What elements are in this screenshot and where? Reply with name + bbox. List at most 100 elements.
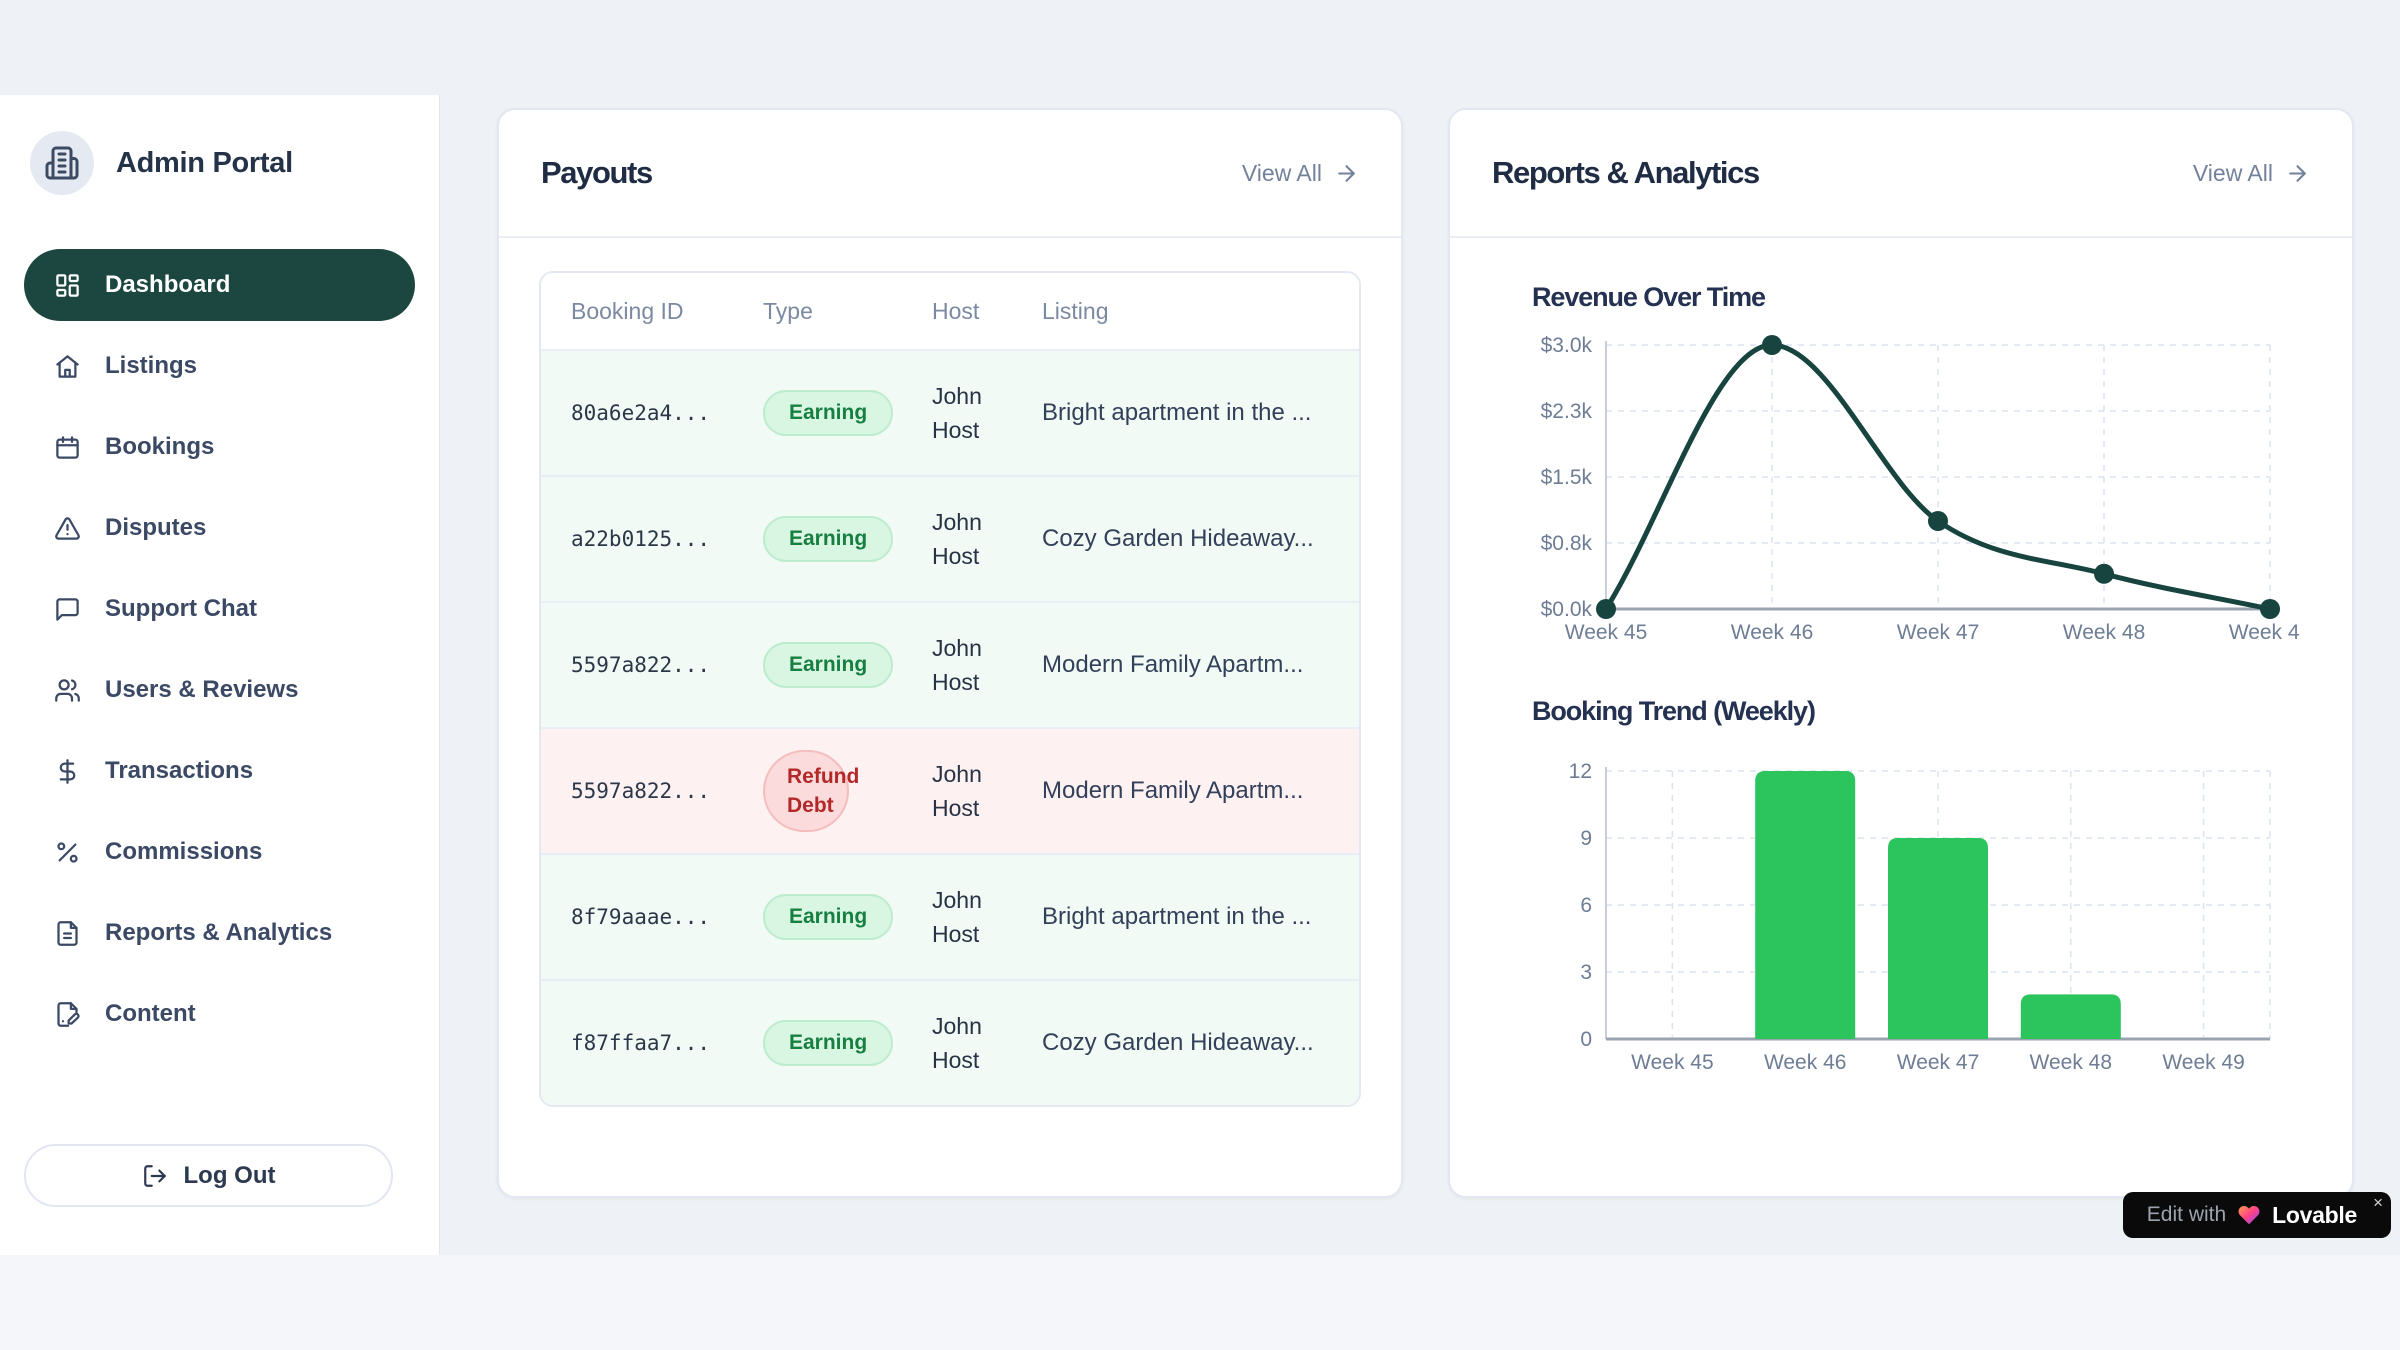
svg-text:Week 48: Week 48 — [2030, 1051, 2113, 1074]
host-cell: John Host — [932, 886, 982, 948]
reports-view-all-link[interactable]: View All — [2193, 160, 2310, 187]
svg-text:12: 12 — [1569, 760, 1592, 783]
reports-title: Reports & Analytics — [1492, 155, 1760, 190]
percent-icon — [57, 841, 78, 863]
close-icon[interactable]: × — [2373, 1193, 2383, 1212]
host-cell: John Host — [932, 1012, 982, 1074]
column-header-booking-id: Booking ID — [571, 297, 684, 324]
dollar-sign-icon — [59, 758, 76, 784]
type-badge: Earning — [763, 1020, 894, 1066]
booking-id-cell: 5597a822... — [571, 653, 711, 677]
payouts-card: Payouts View All Booking ID Type Host Li… — [497, 108, 1403, 1198]
sidebar-item-label: Content — [105, 1000, 196, 1027]
table-row[interactable]: f87ffaa7... Earning John Host Cozy Garde… — [541, 979, 1359, 1105]
svg-text:Week 46: Week 46 — [1731, 621, 1814, 644]
sidebar-item-transactions[interactable]: Transactions — [24, 735, 415, 807]
sidebar-item-commissions[interactable]: Commissions — [24, 816, 415, 888]
listing-cell: Modern Family Apartm... — [1042, 651, 1304, 678]
listing-cell: Bright apartment in the ... — [1042, 399, 1312, 426]
svg-text:9: 9 — [1580, 827, 1592, 850]
charts-block: Revenue Over Time $0.0k $0.8k $1.5k $2.3k $3… — [1510, 282, 2352, 1082]
svg-text:Week 49: Week 49 — [2229, 621, 2300, 644]
booking-trend-chart: 0 3 6 9 12 Week 45 Week 46 Week 47 Week 48 Week 4… — [1569, 760, 2271, 1074]
sidebar-item-support-chat[interactable]: Support Chat — [24, 573, 415, 645]
type-badge: Earning — [763, 894, 894, 940]
users-icon — [55, 678, 80, 702]
arrow-right-icon — [1338, 164, 1355, 182]
listing-cell: Modern Family Apartm... — [1042, 777, 1304, 804]
booking-id-cell: f87ffaa7... — [571, 1031, 711, 1055]
sidebar-item-dashboard[interactable]: Dashboard — [24, 249, 415, 321]
sidebar-item-label: Bookings — [105, 433, 215, 460]
payouts-card-header: Payouts View All — [499, 110, 1401, 238]
home-icon — [56, 354, 79, 378]
view-all-label: View All — [1241, 159, 1322, 186]
sidebar-item-label: Commissions — [105, 838, 263, 865]
svg-text:Week 48: Week 48 — [2063, 621, 2146, 644]
payouts-title: Payouts — [541, 155, 653, 190]
calendar-icon — [56, 435, 79, 459]
reports-card-header: Reports & Analytics View All — [1450, 110, 2352, 238]
table-header-row: Booking ID Type Host Listing — [541, 273, 1359, 349]
alert-triangle-icon — [55, 516, 80, 540]
sidebar-item-users-reviews[interactable]: Users & Reviews — [24, 654, 415, 726]
svg-text:$2.3k: $2.3k — [1541, 400, 1593, 423]
table-row[interactable]: a22b0125... Earning John Host Cozy Garde… — [541, 475, 1359, 601]
sidebar-item-reports-analytics[interactable]: Reports & Analytics — [24, 897, 415, 969]
svg-text:Week 45: Week 45 — [1565, 621, 1648, 644]
lovable-prefix-label: Edit with — [2146, 1203, 2227, 1226]
column-header-type: Type — [763, 297, 813, 324]
revenue-over-time-chart: $0.0k $0.8k $1.5k $2.3k $3.0k Week 45 Week 46 W… — [1541, 334, 2300, 644]
listing-cell: Cozy Garden Hideaway... — [1042, 1029, 1314, 1056]
sidebar-item-label: Users & Reviews — [105, 676, 299, 703]
sidebar-item-bookings[interactable]: Bookings — [24, 411, 415, 483]
svg-text:Week 45: Week 45 — [1631, 1051, 1714, 1074]
table-row[interactable]: 80a6e2a4... Earning John Host Bright apa… — [541, 349, 1359, 475]
brand: Admin Portal — [30, 131, 415, 195]
type-badge: Earning — [763, 390, 894, 436]
svg-text:6: 6 — [1580, 894, 1592, 917]
host-cell: John Host — [932, 634, 982, 696]
arrow-right-icon — [2289, 164, 2306, 182]
sidebar-item-label: Dashboard — [105, 271, 231, 298]
host-cell: John Host — [932, 508, 982, 570]
listing-cell: Cozy Garden Hideaway... — [1042, 525, 1314, 552]
booking-id-cell: 80a6e2a4... — [571, 401, 711, 425]
sidebar-item-content[interactable]: Content — [24, 978, 415, 1050]
booking-trend-chart-title: Booking Trend (Weekly) — [1532, 696, 1816, 726]
sidebar-item-disputes[interactable]: Disputes — [24, 492, 415, 564]
booking-id-cell: 8f79aaae... — [571, 905, 711, 929]
edit-with-lovable-badge[interactable]: Edit with Lovable × — [2122, 1192, 2391, 1238]
revenue-chart-title: Revenue Over Time — [1532, 282, 1766, 312]
heart-icon — [2238, 1205, 2260, 1225]
sidebar-item-label: Support Chat — [105, 595, 257, 622]
logout-label: Log Out — [183, 1161, 276, 1189]
logout-button[interactable]: Log Out — [24, 1144, 393, 1207]
sidebar-item-label: Transactions — [105, 757, 254, 784]
message-square-icon — [56, 597, 79, 621]
sidebar-nav: Dashboard Listings Bookings Disputes Sup… — [24, 249, 415, 1050]
payouts-table: Booking ID Type Host Listing 80a6e2a4...… — [539, 271, 1361, 1107]
svg-text:Week 49: Week 49 — [2162, 1051, 2245, 1074]
payouts-view-all-link[interactable]: View All — [1242, 160, 1359, 187]
sidebar-item-listings[interactable]: Listings — [24, 330, 415, 402]
page-title: Admin Portal — [116, 146, 293, 179]
host-cell: John Host — [932, 382, 982, 444]
svg-text:$1.5k: $1.5k — [1541, 466, 1593, 489]
table-row[interactable]: 8f79aaae... Earning John Host Bright apa… — [541, 853, 1359, 979]
svg-text:Week 46: Week 46 — [1764, 1051, 1847, 1074]
sidebar-item-label: Listings — [105, 352, 198, 379]
file-pen-icon — [57, 1001, 80, 1027]
svg-text:0: 0 — [1580, 1028, 1592, 1051]
booking-id-cell: a22b0125... — [571, 527, 711, 551]
table-row[interactable]: 5597a822... Earning John Host Modern Fam… — [541, 601, 1359, 727]
svg-text:Week 47: Week 47 — [1897, 621, 1980, 644]
table-row[interactable]: 5597a822... Refund Debt John Host Modern… — [541, 727, 1359, 853]
svg-text:$3.0k: $3.0k — [1541, 334, 1593, 357]
log-out-icon — [143, 1164, 166, 1187]
lovable-brand-label: Lovable — [2272, 1201, 2357, 1228]
page-footer-strip — [0, 1255, 2400, 1350]
svg-text:3: 3 — [1580, 961, 1592, 984]
host-cell: John Host — [932, 760, 982, 822]
